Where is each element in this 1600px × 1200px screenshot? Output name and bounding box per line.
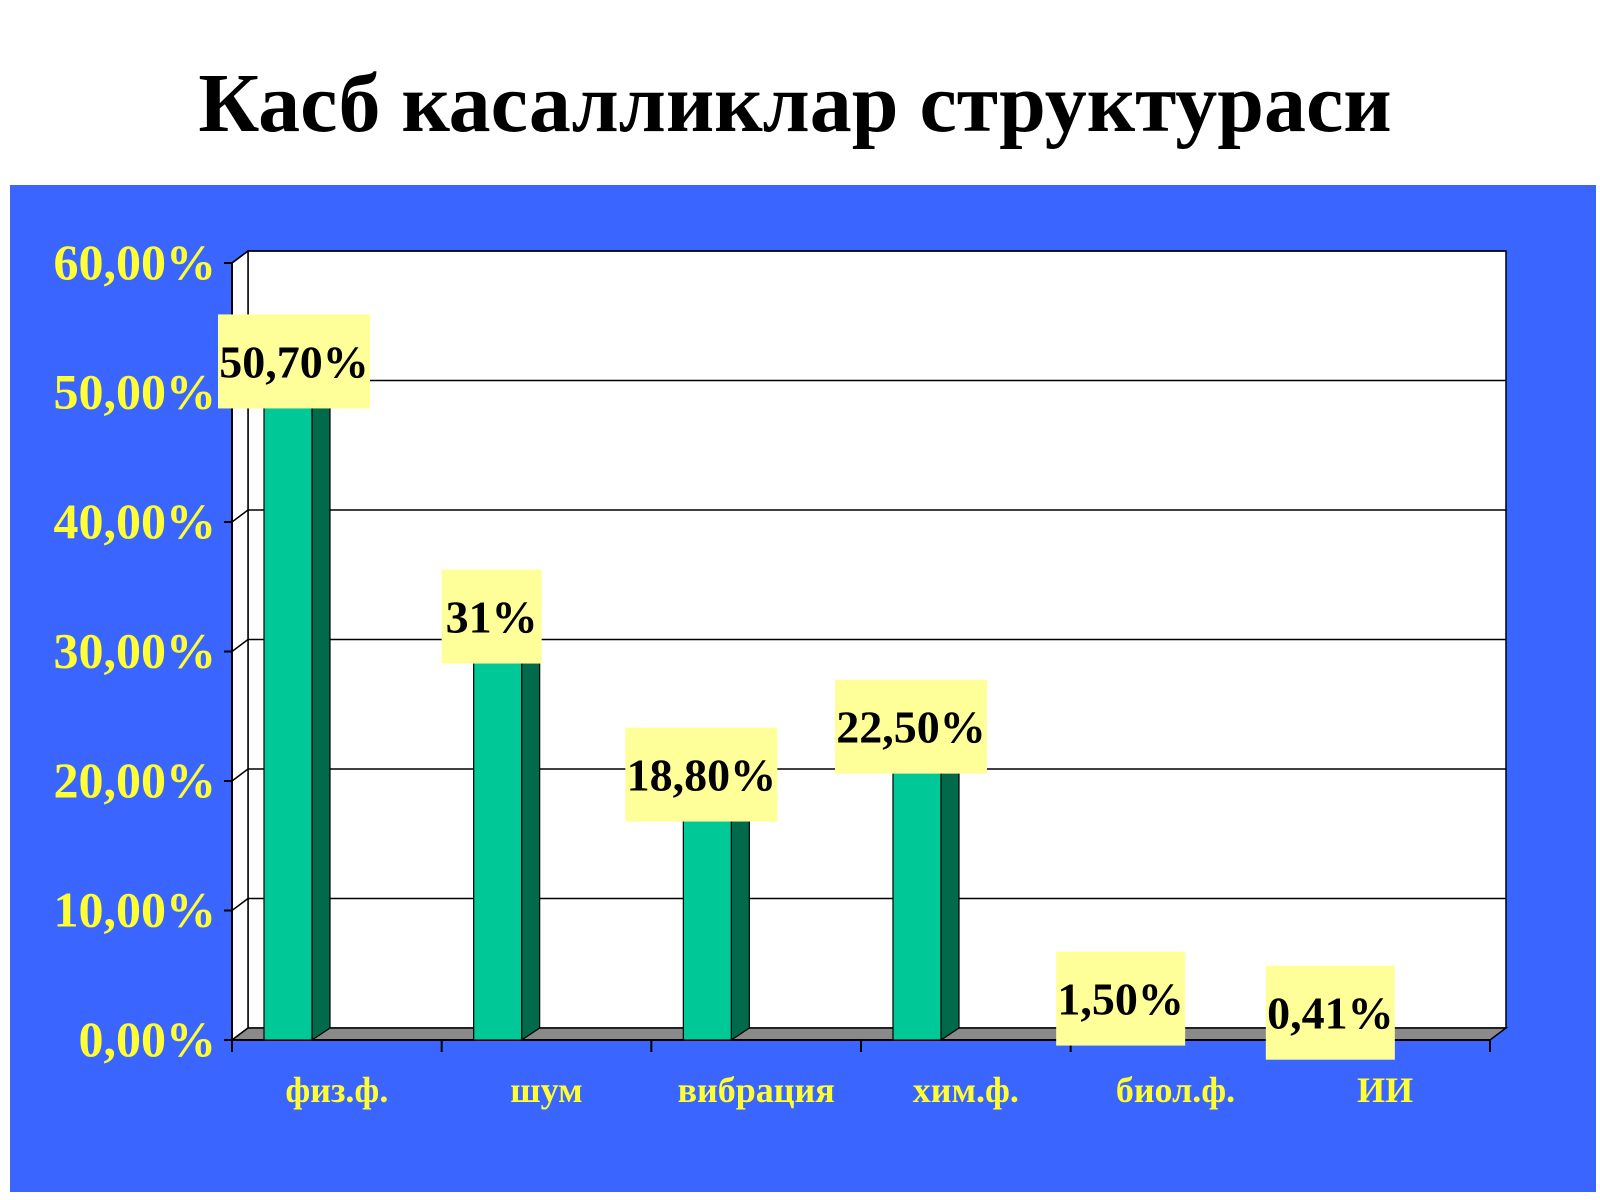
y-tick-label: 60,00% xyxy=(54,234,217,290)
bar xyxy=(473,637,523,1041)
data-label-box xyxy=(1056,951,1186,1046)
data-label: 18,80% xyxy=(627,750,777,801)
y-tick-label: 50,00% xyxy=(54,364,217,420)
gridline-side xyxy=(231,638,249,653)
x-tick-label: физ.ф. xyxy=(285,1070,388,1110)
bar xyxy=(682,795,732,1041)
x-tick-label: хим.ф. xyxy=(913,1070,1019,1110)
bar-side xyxy=(521,625,541,1042)
data-label: 0,41% xyxy=(1267,988,1394,1039)
data-label: 31% xyxy=(446,592,538,643)
data-label: 50,70% xyxy=(219,336,369,387)
gridline-side xyxy=(231,250,249,264)
data-label-box xyxy=(625,727,778,822)
y-tick-label: 30,00% xyxy=(54,623,217,679)
slide-title: Касб касалликлар структураси xyxy=(198,57,1392,150)
bar-side xyxy=(940,735,960,1042)
y-tick-label: 20,00% xyxy=(54,752,217,808)
x-tick-label: ИИ xyxy=(1357,1070,1413,1110)
gridline-side xyxy=(231,509,249,523)
y-tick-label: 40,00% xyxy=(54,493,217,549)
y-tick-label: 0,00% xyxy=(79,1011,217,1067)
chart-panel: 0,00% 10,00% 20,00% 30,00% 40,00% 50,00% 60,00… xyxy=(10,185,1596,1192)
data-label: 1,50% xyxy=(1057,974,1184,1025)
bar-chart: 0,00% 10,00% 20,00% 30,00% 40,00% 50,00% 60,00… xyxy=(10,185,1596,1192)
data-label: 22,50% xyxy=(836,702,986,753)
bar-side xyxy=(730,783,750,1042)
y-tick-label: 10,00% xyxy=(54,882,217,938)
bar xyxy=(892,748,942,1041)
data-label-box xyxy=(835,679,987,774)
data-label-box xyxy=(218,314,370,409)
x-tick-label: шум xyxy=(510,1070,582,1110)
gridline-side xyxy=(231,768,249,782)
data-label-box xyxy=(441,569,542,664)
x-tick-label: биол.ф. xyxy=(1116,1070,1235,1110)
bar-side xyxy=(311,370,331,1042)
x-tick-label: вибрация xyxy=(678,1070,835,1110)
gridline-side xyxy=(231,897,249,912)
data-label-box xyxy=(1265,965,1395,1060)
bar xyxy=(263,382,313,1041)
